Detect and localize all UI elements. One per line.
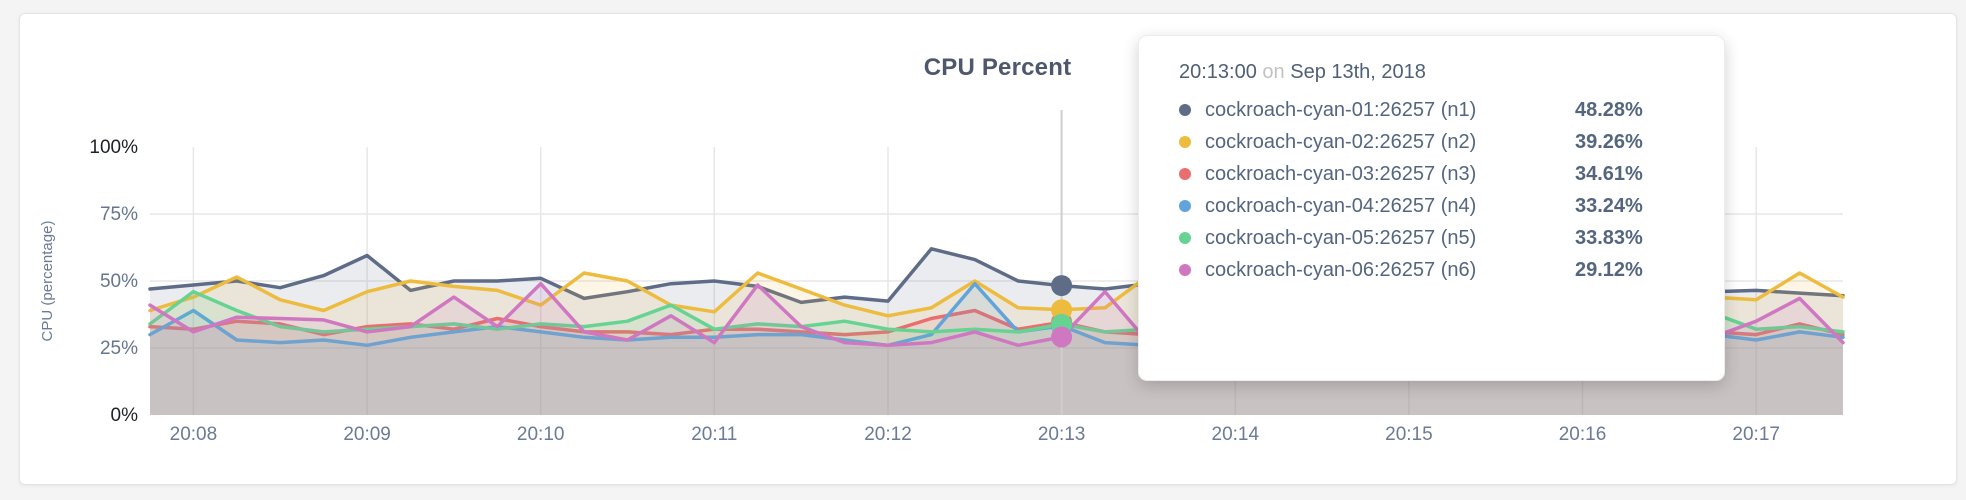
hover-point-dot (1051, 326, 1073, 348)
tooltip-row: cockroach-cyan-02:26257 (n2) 39.26% (1179, 126, 1684, 158)
y-axis-title: CPU (percentage) (39, 221, 56, 342)
x-axis-tick-label: 20:14 (1212, 424, 1260, 445)
y-axis-tick-label: 25% (100, 338, 138, 359)
hover-point-dot (1051, 275, 1073, 297)
tooltip-series-value: 39.26% (1575, 130, 1643, 153)
tooltip-series-value: 48.28% (1575, 98, 1643, 121)
tooltip-row: cockroach-cyan-06:26257 (n6) 29.12% (1179, 254, 1684, 286)
chart-title: CPU Percent (923, 54, 1072, 81)
series-area (150, 283, 1843, 415)
tooltip-series-name: cockroach-cyan-06:26257 (n6) (1205, 258, 1477, 281)
tooltip-time: 20:13:00 (1179, 61, 1257, 83)
tooltip-series-name: cockroach-cyan-01:26257 (n1) (1205, 98, 1477, 121)
tooltip-series-name: cockroach-cyan-04:26257 (n4) (1205, 194, 1477, 217)
hover-tooltip: 20:13:00 on Sep 13th, 2018 cockroach-cya… (1138, 35, 1725, 381)
tooltip-row: cockroach-cyan-05:26257 (n5) 33.83% (1179, 222, 1684, 254)
hover-point-dot (1051, 299, 1073, 321)
x-axis-tick-label: 20:15 (1385, 424, 1433, 445)
x-axis-tick-label: 20:10 (517, 424, 565, 445)
y-axis-tick-label: 0% (111, 405, 139, 426)
x-axis-tick-label: 20:17 (1732, 424, 1780, 445)
x-axis-tick-label: 20:16 (1559, 424, 1607, 445)
series-area (150, 291, 1843, 415)
x-axis-tick-label: 20:13 (1038, 424, 1086, 445)
tooltip-series-name: cockroach-cyan-02:26257 (n2) (1205, 130, 1477, 153)
series-color-dot (1179, 232, 1191, 244)
tooltip-row: cockroach-cyan-03:26257 (n3) 34.61% (1179, 158, 1684, 190)
y-axis-tick-label: 100% (89, 137, 138, 158)
series-color-dot (1179, 264, 1191, 276)
tooltip-rows: cockroach-cyan-01:26257 (n1) 48.28% cock… (1179, 94, 1684, 286)
series-area (150, 283, 1843, 415)
tooltip-row: cockroach-cyan-04:26257 (n4) 33.24% (1179, 190, 1684, 222)
tooltip-series-name: cockroach-cyan-05:26257 (n5) (1205, 226, 1477, 249)
tooltip-series-value: 34.61% (1575, 162, 1643, 185)
y-axis-tick-label: 50% (100, 271, 138, 292)
x-axis-tick-label: 20:12 (864, 424, 912, 445)
tooltip-row: cockroach-cyan-01:26257 (n1) 48.28% (1179, 94, 1684, 126)
tooltip-series-value: 33.24% (1575, 194, 1643, 217)
x-axis-tick-label: 20:09 (343, 424, 391, 445)
tooltip-header: 20:13:00 on Sep 13th, 2018 (1179, 60, 1684, 84)
tooltip-date: Sep 13th, 2018 (1290, 61, 1426, 83)
series-color-dot (1179, 104, 1191, 116)
series-color-dot (1179, 136, 1191, 148)
tooltip-on-word: on (1262, 61, 1285, 83)
y-axis-tick-label: 75% (100, 204, 138, 225)
series-color-dot (1179, 200, 1191, 212)
tooltip-series-name: cockroach-cyan-03:26257 (n3) (1205, 162, 1477, 185)
x-axis-tick-label: 20:11 (691, 424, 737, 445)
x-axis-tick-label: 20:08 (170, 424, 218, 445)
tooltip-series-value: 29.12% (1575, 258, 1643, 281)
tooltip-series-value: 33.83% (1575, 226, 1643, 249)
series-color-dot (1179, 168, 1191, 180)
